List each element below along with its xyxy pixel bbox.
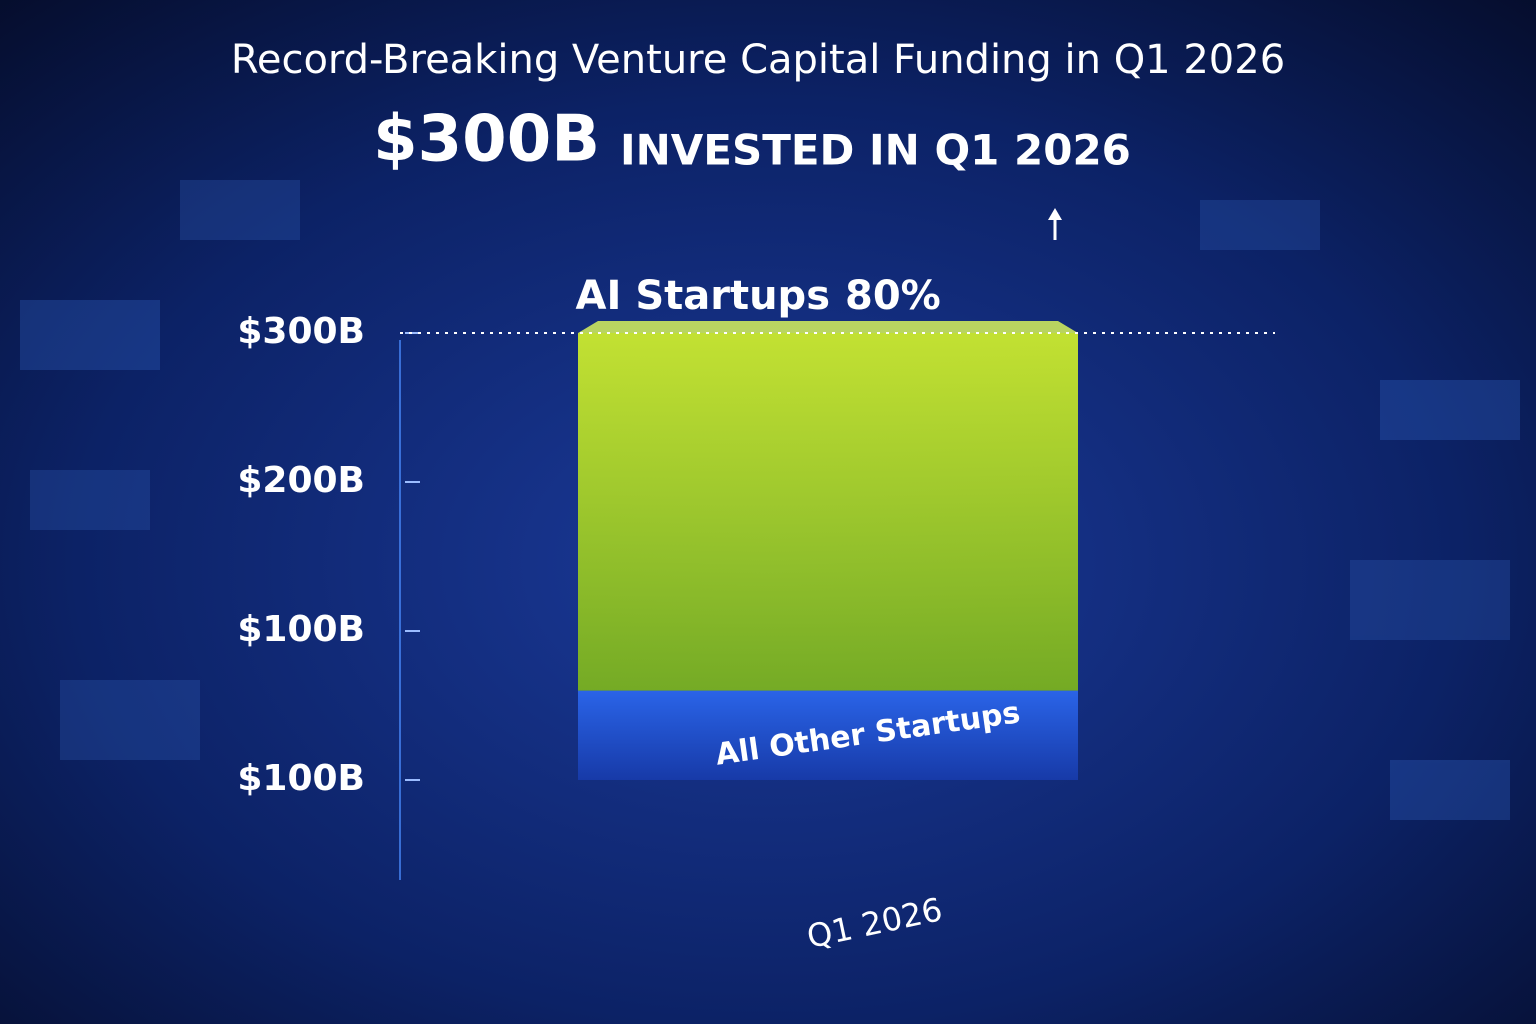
series-label: AI Startups [576,273,830,319]
bar-segment [578,690,1078,780]
bar-segment [578,333,1078,691]
arrow-head [1048,208,1062,220]
y-tick-label: $100B [237,609,365,650]
series-percent: 80% [845,273,941,319]
subtitle: INVESTED IN Q1 2026 [620,126,1131,175]
decor [20,180,1520,820]
subtitle-amount: $300B [373,103,600,177]
y-tick-label: $300B [237,311,365,352]
y-tick-label: $200B [237,460,365,501]
bar-top [578,321,1078,333]
chart-title: Record-Breaking Venture Capital Funding … [231,37,1285,83]
y-tick-label: $100B [237,758,365,799]
